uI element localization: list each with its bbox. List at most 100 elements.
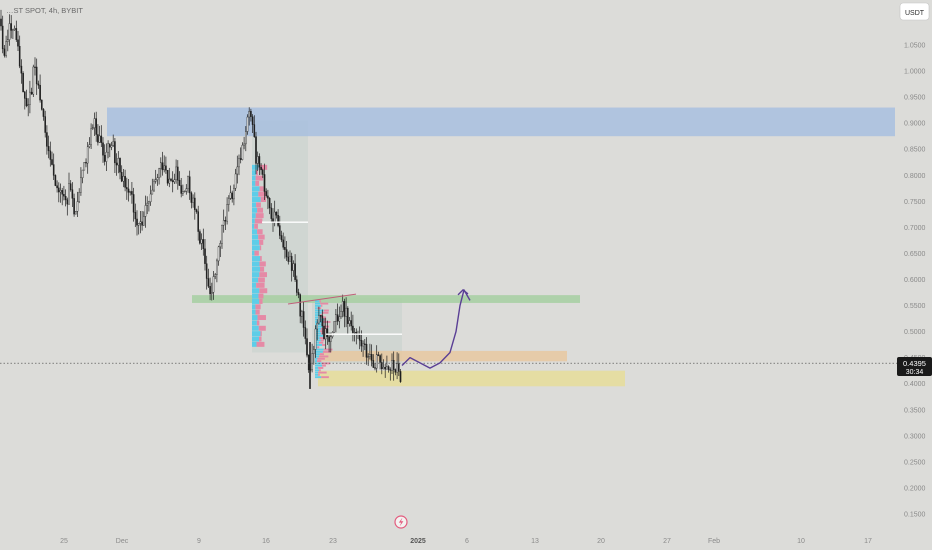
volume-bar-sell [254,250,259,256]
candle-body [372,360,375,368]
candle-body [22,73,24,93]
candle [137,223,140,235]
volume-bar-sell [258,164,268,170]
candle-countdown: 30:34 [906,369,924,376]
candle [277,209,279,228]
candle-body [229,192,232,199]
candle [229,185,232,200]
candle-body [399,371,402,382]
candle-body [195,209,198,212]
candle-body [24,91,26,99]
volume-bar-buy [315,353,320,356]
candle [56,180,58,193]
candle-body [350,320,353,327]
candle-body [364,343,366,345]
candle [275,211,278,219]
candle-body [374,367,376,369]
candle [319,315,322,323]
candle-body [42,109,45,117]
volume-bar-sell [254,218,263,224]
candle-body [336,314,339,322]
volume-bar-buy [315,371,319,374]
price-tick: 0.8500 [904,147,926,154]
volume-bar-buy [252,213,256,219]
candle [154,169,157,184]
price-tick: 0.9500 [904,95,926,102]
candle-body [381,362,383,370]
volume-bar-sell [256,320,260,326]
candle-body [369,354,371,357]
candle-body [166,169,169,184]
candle-body [239,158,242,160]
candle-body [255,136,257,164]
tradingview-bolt-icon[interactable] [394,515,408,529]
volume-bar-buy [315,362,322,365]
candle [73,193,75,217]
candle [85,158,87,168]
candle-body [93,118,96,128]
candle [51,151,53,166]
candle-body [210,292,213,295]
candle [285,240,288,261]
candle-body [279,225,281,236]
candle-body [246,116,249,132]
candle-body [323,325,325,340]
volume-bar-buy [315,334,324,337]
candle-body [345,307,347,317]
candle-body [343,301,346,317]
candle-body [122,176,125,182]
volume-bar-sell [258,234,265,240]
volume-bar-buy [315,304,322,307]
candle-body [142,216,145,226]
candle [369,343,371,360]
candle [389,367,392,381]
time-axis[interactable]: 25 Dec 9 16 23 2025 6 13 20 27 Feb 10 17 [60,538,872,545]
candle [100,125,103,147]
candle-body [183,190,186,193]
candle [68,172,70,205]
candle-body [119,158,121,173]
volume-bar-sell [259,266,265,272]
candle [47,135,50,159]
candle [284,236,286,259]
volume-profile-left [252,164,268,347]
candle-body [68,183,70,205]
candle-body [15,28,18,40]
candle-body [49,150,52,160]
candle-body [394,369,397,373]
candle [243,136,245,150]
candle [46,125,48,155]
candle [333,321,336,333]
currency-button[interactable]: USDT [899,2,930,21]
candle [296,275,298,296]
candle-body [204,248,206,264]
price-axis[interactable]: 1.0500 1.0000 0.9500 0.9000 0.8500 0.8000 0.75… [904,43,926,519]
candle-body [12,29,14,31]
candle-body [313,349,315,354]
volume-bar-sell [259,272,267,278]
volume-bar-buy [252,191,259,197]
candle-body [233,187,235,200]
price-tick: 0.7500 [904,199,926,206]
volume-bar-buy [252,277,259,283]
candle [239,147,242,164]
candle [8,14,11,46]
candle [76,191,79,217]
candle-body [154,179,157,182]
candle-body [353,331,356,334]
candle-body [301,311,303,317]
volume-bar-sell [259,298,263,304]
candle [52,153,55,180]
candle [209,277,211,301]
time-tick: 9 [197,538,201,545]
candle-body [302,311,305,328]
candle-body [296,279,298,293]
candle [394,368,397,376]
candle-body [273,211,276,223]
candle-body [392,360,395,370]
candle [244,126,247,152]
candle-body [100,135,103,143]
volume-bar-buy [252,245,260,251]
